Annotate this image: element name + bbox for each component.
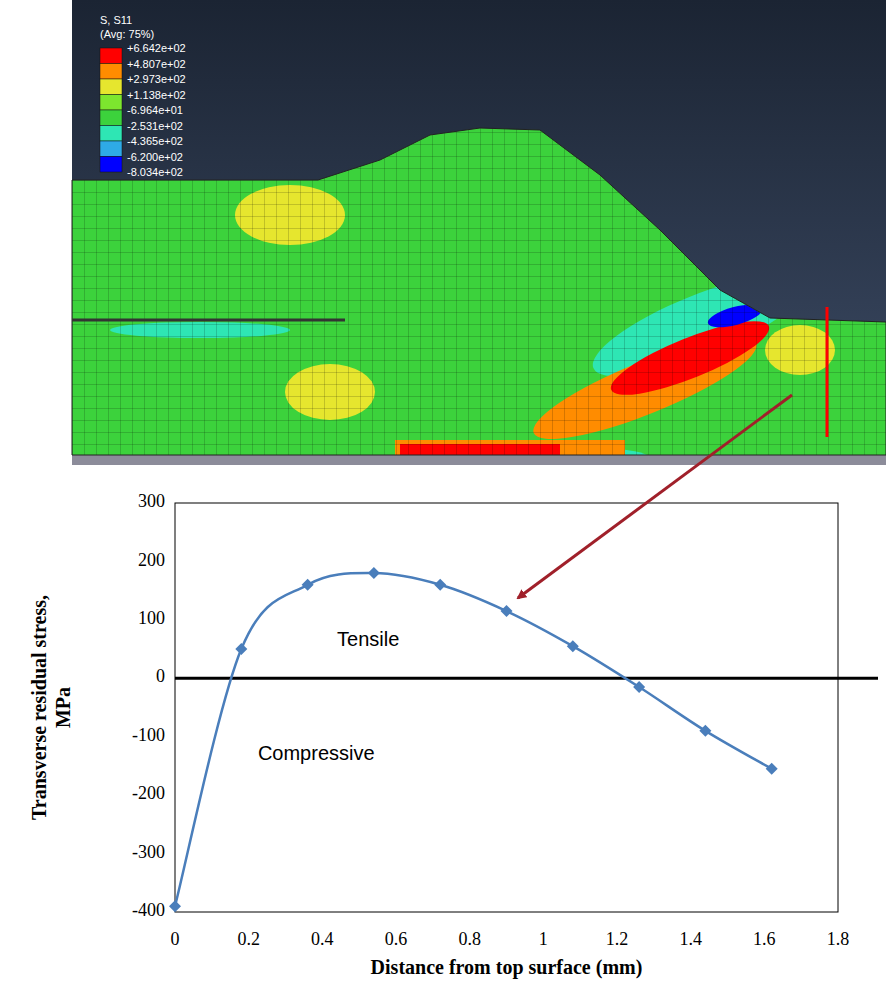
legend-label: -6.200e+02 (127, 151, 183, 163)
figure: S, S11 (Avg: 75%) +6.642e+02 +4.807e+02 +2.9… (0, 0, 886, 984)
x-tick-label: 1.4 (679, 929, 702, 949)
fea-outline (72, 128, 886, 455)
x-axis-title: Distance from top surface (mm) (371, 956, 643, 979)
y-tick-label: 300 (138, 491, 165, 511)
y-tick-label: 0 (156, 666, 165, 686)
data-point (235, 643, 247, 655)
x-tick-label: 0.2 (237, 929, 260, 949)
legend-swatch (100, 141, 122, 157)
x-tick-label: 0.4 (311, 929, 334, 949)
legend-swatch (100, 79, 122, 95)
plot-frame (175, 503, 838, 912)
legend-swatch (100, 110, 122, 126)
legend-label: +1.138e+02 (127, 89, 186, 101)
plot-area (169, 567, 778, 912)
y-tick-label: -100 (132, 725, 165, 745)
data-line (175, 573, 772, 906)
data-point (169, 900, 181, 912)
data-point (434, 579, 446, 591)
legend-label: -6.964e+01 (127, 104, 183, 116)
x-tick-label: 0.8 (458, 929, 481, 949)
data-point (633, 681, 645, 693)
legend-label: +2.973e+02 (127, 73, 186, 85)
legend-label: -4.365e+02 (127, 135, 183, 147)
x-tick-label: 1.2 (606, 929, 629, 949)
annotation: Tensile (337, 628, 399, 650)
x-tick-label: 1 (539, 929, 548, 949)
legend-label: +4.807e+02 (127, 58, 186, 70)
fea-base (72, 455, 886, 465)
legend-swatch (100, 64, 122, 80)
x-tick-label: 0.6 (385, 929, 408, 949)
data-point (501, 605, 513, 617)
legend-swatch (100, 95, 122, 111)
y-axis-title: Transverse residual stress,MPa (28, 595, 74, 820)
y-tick-label: -300 (132, 842, 165, 862)
x-tick-label: 1.6 (753, 929, 776, 949)
zero-line (175, 677, 878, 680)
legend-label: +6.642e+02 (127, 42, 186, 54)
data-point (766, 763, 778, 775)
x-tick-label: 0 (171, 929, 180, 949)
data-point (302, 579, 314, 591)
legend-title: S, S11 (100, 14, 132, 26)
fea-mesh (72, 120, 886, 460)
callout-arrow (518, 395, 792, 598)
fea-background (72, 0, 886, 465)
y-tick-label: -200 (132, 783, 165, 803)
lap-gap (72, 319, 345, 322)
data-point (368, 567, 380, 579)
y-tick-label: -400 (132, 900, 165, 920)
legend-label: -2.531e+02 (127, 120, 183, 132)
data-point (567, 640, 579, 652)
x-tick-label: 1.8 (827, 929, 850, 949)
y-tick-label: 100 (138, 608, 165, 628)
section-line (826, 307, 829, 437)
legend-swatch (100, 48, 122, 64)
y-tick-label: 200 (138, 550, 165, 570)
annotation: Compressive (258, 742, 375, 764)
legend-subtitle: (Avg: 75%) (100, 28, 154, 40)
legend-label: -8.034e+02 (127, 166, 183, 178)
data-point (699, 725, 711, 737)
legend-swatch (100, 157, 122, 173)
legend-swatch (100, 126, 122, 142)
